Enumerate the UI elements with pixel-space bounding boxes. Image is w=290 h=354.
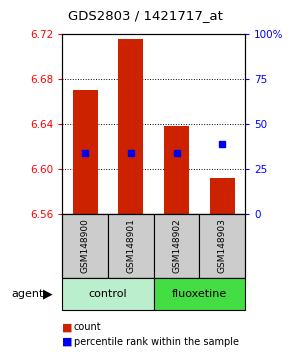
Bar [164, 126, 189, 214]
Bar [210, 178, 235, 214]
Text: GSM148902: GSM148902 [172, 219, 181, 273]
Text: fluoxetine: fluoxetine [172, 289, 227, 299]
Text: GSM148901: GSM148901 [126, 218, 135, 274]
Text: control: control [89, 289, 127, 299]
Bar [62, 278, 154, 310]
Bar [118, 39, 144, 214]
Text: agent: agent [12, 289, 44, 299]
Bar [72, 90, 98, 214]
Text: ■: ■ [62, 322, 73, 332]
Text: ▶: ▶ [43, 287, 53, 300]
Bar [200, 214, 245, 278]
Text: count: count [74, 322, 102, 332]
Bar [154, 278, 245, 310]
Text: GSM148900: GSM148900 [81, 218, 90, 274]
Text: ■: ■ [62, 337, 73, 347]
Text: GDS2803 / 1421717_at: GDS2803 / 1421717_at [68, 10, 222, 22]
Bar [154, 214, 200, 278]
Text: GSM148903: GSM148903 [218, 218, 227, 274]
Bar [62, 214, 108, 278]
Bar [108, 214, 154, 278]
Text: percentile rank within the sample: percentile rank within the sample [74, 337, 239, 347]
